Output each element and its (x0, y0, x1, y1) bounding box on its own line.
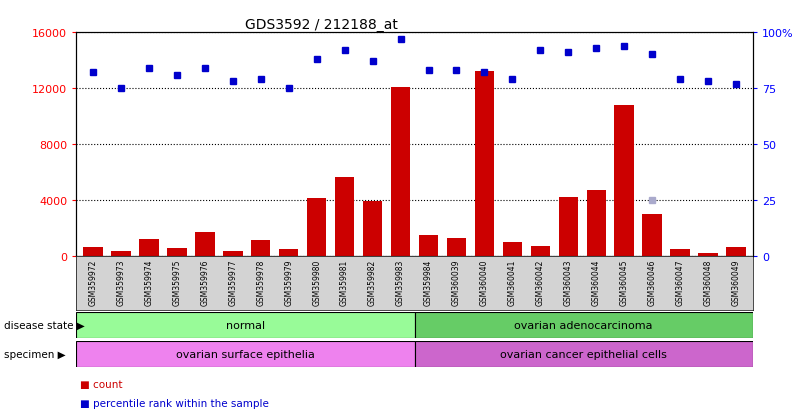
Text: GSM360042: GSM360042 (536, 259, 545, 305)
Text: GSM359981: GSM359981 (340, 259, 349, 305)
Bar (530, 246, 550, 256)
Bar (195, 233, 215, 256)
Bar (415, 312, 753, 339)
Bar (139, 239, 159, 256)
Bar (419, 235, 438, 256)
Text: GSM360046: GSM360046 (648, 259, 657, 305)
Bar (111, 252, 131, 256)
Text: GSM359972: GSM359972 (88, 259, 98, 305)
Bar (614, 106, 634, 256)
Bar (223, 252, 243, 256)
Text: GSM360049: GSM360049 (731, 259, 741, 305)
Bar (586, 190, 606, 256)
Text: GSM359983: GSM359983 (396, 259, 405, 305)
Text: specimen ▶: specimen ▶ (4, 349, 66, 359)
Text: ovarian cancer epithelial cells: ovarian cancer epithelial cells (501, 349, 667, 359)
Text: GSM360041: GSM360041 (508, 259, 517, 305)
Bar (698, 253, 718, 256)
Text: GSM359973: GSM359973 (116, 259, 125, 305)
Bar (415, 341, 753, 368)
Bar (251, 241, 271, 256)
Bar (83, 248, 103, 256)
Text: ■ percentile rank within the sample: ■ percentile rank within the sample (80, 398, 269, 408)
Bar (363, 202, 382, 256)
Text: GSM359975: GSM359975 (172, 259, 181, 305)
Bar (502, 242, 522, 256)
Text: GSM360040: GSM360040 (480, 259, 489, 305)
Text: GSM360047: GSM360047 (676, 259, 685, 305)
Text: ovarian surface epithelia: ovarian surface epithelia (176, 349, 315, 359)
Bar (76, 312, 415, 339)
Text: ovarian adenocarcinoma: ovarian adenocarcinoma (514, 320, 653, 330)
Bar (558, 197, 578, 256)
Bar (727, 247, 746, 256)
Text: normal: normal (226, 320, 265, 330)
Bar (279, 249, 299, 256)
Text: GSM359982: GSM359982 (368, 259, 377, 305)
Text: ■ count: ■ count (80, 379, 123, 389)
Text: GSM359974: GSM359974 (144, 259, 153, 305)
Text: GDS3592 / 212188_at: GDS3592 / 212188_at (245, 18, 398, 32)
Bar (475, 72, 494, 256)
Text: GSM359977: GSM359977 (228, 259, 237, 305)
Bar (447, 238, 466, 256)
Text: GSM360048: GSM360048 (704, 259, 713, 305)
Text: GSM359978: GSM359978 (256, 259, 265, 305)
Text: GSM359984: GSM359984 (424, 259, 433, 305)
Text: disease state ▶: disease state ▶ (4, 320, 85, 330)
Bar (335, 178, 354, 256)
Bar (167, 248, 187, 256)
Text: GSM360039: GSM360039 (452, 259, 461, 305)
Bar (670, 249, 690, 256)
Bar (391, 88, 410, 256)
Text: GSM360045: GSM360045 (620, 259, 629, 305)
Text: GSM359976: GSM359976 (200, 259, 209, 305)
Text: GSM360044: GSM360044 (592, 259, 601, 305)
Bar (307, 199, 327, 256)
Text: GSM360043: GSM360043 (564, 259, 573, 305)
Text: GSM359979: GSM359979 (284, 259, 293, 305)
Bar (642, 214, 662, 256)
Bar (76, 341, 415, 368)
Text: GSM359980: GSM359980 (312, 259, 321, 305)
